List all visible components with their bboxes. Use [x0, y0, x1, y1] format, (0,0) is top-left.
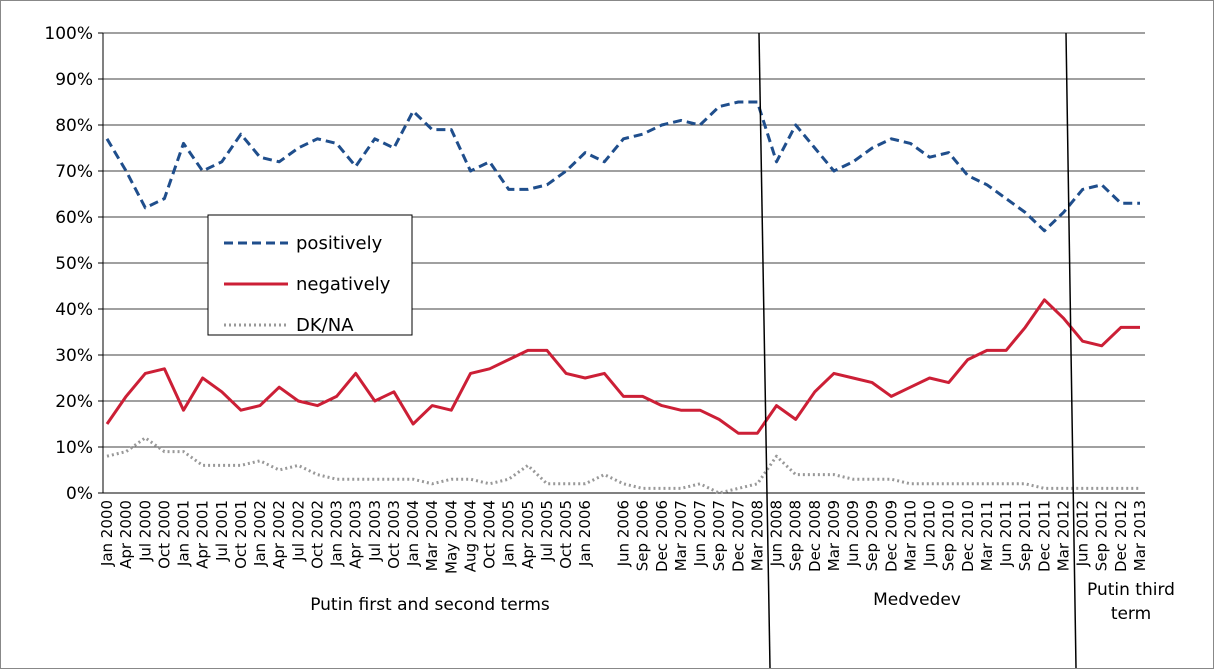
x-tick-label: Jan 2001 [175, 500, 193, 567]
x-tick-label: Dec 2006 [653, 500, 671, 572]
annotation: Putin first and second terms [310, 595, 550, 615]
x-tick-label: Mar 2013 [1131, 500, 1149, 571]
x-tick-label: Apr 2001 [194, 500, 212, 569]
y-tick-label: 60% [55, 208, 93, 228]
x-tick-label: Jan 2000 [98, 500, 116, 567]
x-tick-label: May 2004 [442, 500, 460, 574]
x-tick-label: Oct 2003 [385, 500, 403, 569]
legend-label: DK/NA [296, 315, 354, 336]
annotation: term [1111, 604, 1151, 624]
x-tick-label: Dec 2010 [959, 500, 977, 572]
x-tick-label: Jun 2012 [1074, 500, 1092, 567]
x-tick-label: Jun 2006 [615, 500, 633, 567]
x-tick-label: Jun 2007 [691, 500, 709, 567]
legend-label: positively [296, 233, 383, 254]
x-tick-label: Mar 2011 [978, 500, 996, 571]
series-line [105, 298, 1140, 435]
y-tick-label: 70% [55, 162, 93, 182]
x-tick-label: Apr 2002 [270, 500, 288, 569]
legend-entries: positively negatively DK/NA [224, 233, 391, 336]
annotation: Medvedev [873, 590, 961, 610]
y-tick-label: 30% [55, 346, 93, 366]
x-tick-label: Mar 2012 [1054, 500, 1072, 571]
annotations: Putin first and second terms Medvedev Puti… [310, 580, 1175, 624]
x-tick-label: Aug 2004 [461, 500, 479, 572]
legend-label: negatively [296, 274, 391, 295]
x-tick-label: Jan 2006 [576, 500, 594, 567]
x-tick-label: Jul 2005 [538, 500, 556, 562]
x-tick-label: Dec 2012 [1112, 500, 1130, 572]
x-tick-label: Jan 2002 [251, 500, 269, 567]
series-layer [105, 100, 1140, 495]
x-tick-label: Dec 2008 [806, 500, 824, 572]
x-tick-label: Apr 2005 [519, 500, 537, 569]
y-tick-label: 100% [44, 24, 93, 44]
x-tick-label: Sep 2008 [787, 500, 805, 571]
y-tick-label: 20% [55, 392, 93, 412]
x-tick-label: Oct 2004 [481, 500, 499, 569]
legend [207, 214, 413, 336]
y-tick-label: 50% [55, 254, 93, 274]
term-divider [758, 32, 771, 669]
x-tick-label: Sep 2006 [634, 500, 652, 571]
x-tick-label: Oct 2005 [557, 500, 575, 569]
x-tick-label: Dec 2007 [729, 500, 747, 572]
x-tick-label: Sep 2011 [1016, 500, 1034, 571]
x-tick-label: Jun 2011 [997, 500, 1015, 567]
x-tick-label: Jul 2003 [366, 500, 384, 562]
x-tick-label: Mar 2007 [672, 500, 690, 571]
y-tick-label: 10% [55, 438, 93, 458]
series-line [106, 436, 1140, 495]
x-tick-label: Oct 2002 [308, 500, 326, 569]
x-tick-label: Jan 2005 [500, 500, 518, 567]
x-tick-label: Sep 2007 [710, 500, 728, 571]
x-tick-label: Jun 2010 [921, 500, 939, 567]
series-line [105, 100, 1140, 233]
x-tick-label: Sep 2009 [863, 500, 881, 571]
y-tick-label: 0% [66, 484, 93, 504]
x-tick-label: Sep 2010 [940, 500, 958, 571]
x-tick-label: Mar 2010 [901, 500, 919, 571]
x-tick-label: Jun 2008 [768, 500, 786, 567]
annotation: Putin third [1087, 580, 1175, 600]
x-tick-label: Oct 2000 [155, 500, 173, 569]
x-tick-label: Jun 2009 [844, 500, 862, 567]
x-tick-label: Dec 2011 [1035, 500, 1053, 572]
x-tick-label: Mar 2009 [825, 500, 843, 571]
x-tick-label: Apr 2003 [347, 500, 365, 569]
y-tick-label: 80% [55, 116, 93, 136]
x-tick-label: Sep 2012 [1093, 500, 1111, 571]
x-tick-label: Jul 2001 [213, 500, 231, 562]
term-divider [1065, 32, 1077, 669]
x-tick-label: Oct 2001 [232, 500, 250, 569]
x-tick-label: Jan 2004 [404, 500, 422, 567]
x-tick-label: Dec 2009 [882, 500, 900, 572]
y-tick-label: 90% [55, 70, 93, 90]
x-tick-label: Mar 2008 [748, 500, 766, 571]
x-tick-label: Jul 2000 [136, 500, 154, 562]
x-tick-label: Mar 2004 [423, 500, 441, 571]
y-tick-label: 40% [55, 300, 93, 320]
x-tick-label: Jan 2003 [328, 500, 346, 567]
x-tick-label: Apr 2000 [117, 500, 135, 569]
x-tick-label: Jul 2002 [289, 500, 307, 562]
